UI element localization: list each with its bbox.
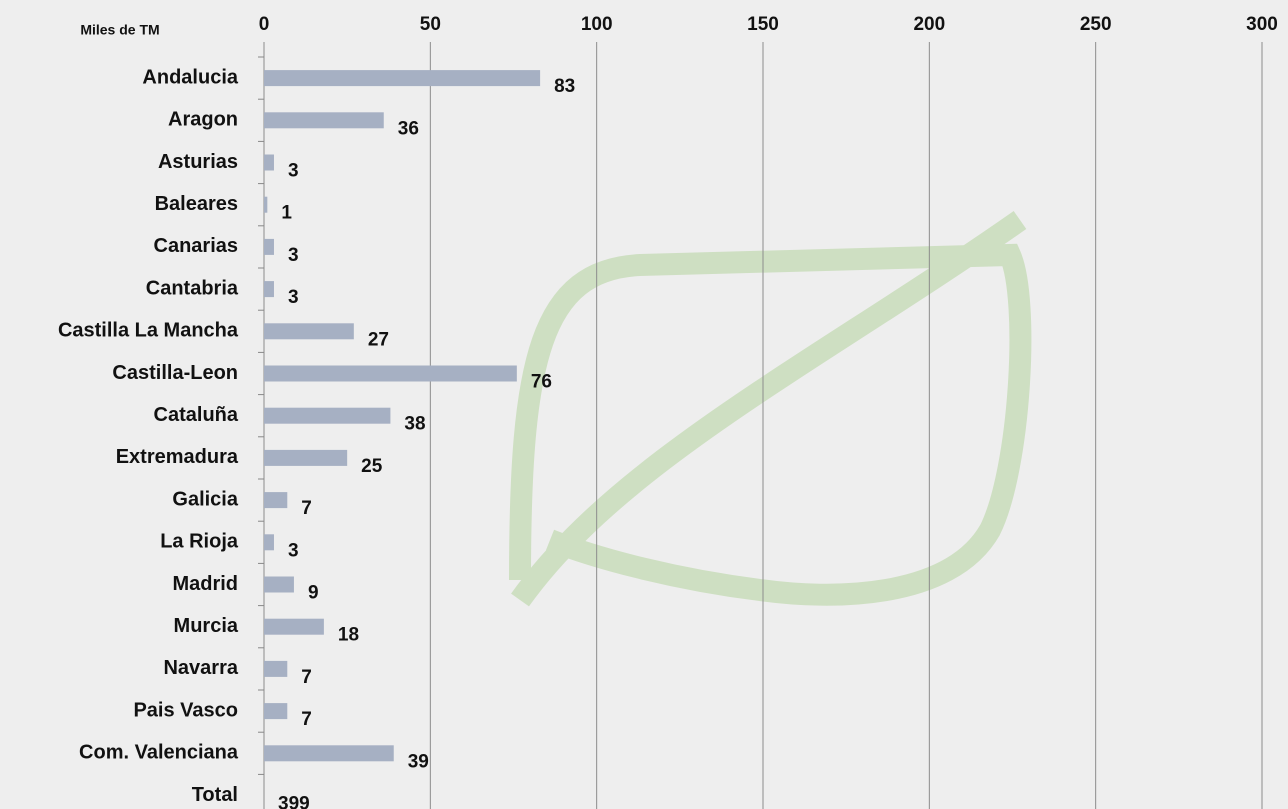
bar bbox=[264, 323, 354, 340]
y-tick-label: Pais Vasco bbox=[133, 699, 238, 721]
x-tick-label: 300 bbox=[1246, 14, 1278, 35]
y-tick-label: Total bbox=[192, 784, 238, 806]
value-label: 18 bbox=[338, 625, 359, 646]
bar bbox=[264, 618, 324, 635]
value-label: 36 bbox=[398, 118, 419, 139]
leaf-watermark bbox=[509, 210, 1032, 607]
x-tick-label: 100 bbox=[581, 14, 613, 35]
x-tick-label: 200 bbox=[913, 14, 945, 35]
bar bbox=[264, 154, 274, 171]
value-label: 83 bbox=[554, 76, 575, 97]
x-tick-label: 150 bbox=[747, 14, 779, 35]
y-tick-label: Baleares bbox=[155, 193, 238, 215]
y-tick-label: Castilla-Leon bbox=[112, 362, 238, 384]
bar bbox=[264, 703, 288, 720]
x-tick-label: 50 bbox=[420, 14, 441, 35]
value-label: 7 bbox=[301, 667, 312, 688]
bar bbox=[264, 407, 391, 424]
value-label: 1 bbox=[281, 203, 292, 224]
value-label: 3 bbox=[288, 161, 299, 182]
x-tick-label: 250 bbox=[1080, 14, 1112, 35]
y-tick-label: Castilla La Mancha bbox=[58, 320, 239, 342]
bar bbox=[264, 576, 294, 593]
y-tick-label: Murcia bbox=[174, 615, 239, 637]
y-tick-label: Canarias bbox=[154, 235, 239, 257]
value-label: 7 bbox=[301, 498, 312, 519]
value-label: 27 bbox=[368, 329, 389, 350]
bar bbox=[264, 449, 348, 466]
value-label: 3 bbox=[288, 540, 299, 561]
bar bbox=[264, 70, 541, 87]
value-label: 76 bbox=[531, 372, 552, 393]
y-tick-label: Asturias bbox=[158, 151, 238, 173]
value-label: 25 bbox=[361, 456, 383, 477]
bar bbox=[264, 745, 394, 762]
y-tick-label: Navarra bbox=[163, 657, 238, 679]
y-tick-label: Galicia bbox=[172, 488, 238, 510]
y-tick-label: Madrid bbox=[172, 573, 238, 595]
bar bbox=[264, 534, 274, 551]
bar bbox=[264, 281, 274, 298]
x-tick-label: 0 bbox=[259, 14, 270, 35]
axis-unit-label: Miles de TM bbox=[80, 22, 159, 38]
y-tick-label: Com. Valenciana bbox=[79, 742, 239, 764]
y-tick-label: La Rioja bbox=[160, 531, 239, 553]
value-label: 399 bbox=[278, 794, 310, 809]
bar bbox=[264, 196, 268, 213]
y-tick-label: Extremadura bbox=[116, 446, 239, 468]
value-label: 7 bbox=[301, 709, 312, 730]
bar bbox=[264, 492, 288, 509]
y-tick-label: Cataluña bbox=[154, 404, 239, 426]
bar bbox=[264, 660, 288, 677]
y-tick-label: Aragon bbox=[168, 109, 238, 131]
bar bbox=[264, 238, 274, 255]
y-tick-label: Andalucia bbox=[142, 66, 238, 88]
bar bbox=[264, 365, 517, 382]
value-label: 38 bbox=[404, 414, 425, 435]
y-tick-label: Cantabria bbox=[146, 277, 239, 299]
bar bbox=[264, 112, 384, 129]
value-label: 3 bbox=[288, 245, 299, 266]
value-label: 9 bbox=[308, 583, 319, 604]
value-label: 39 bbox=[408, 751, 429, 772]
value-label: 3 bbox=[288, 287, 299, 308]
